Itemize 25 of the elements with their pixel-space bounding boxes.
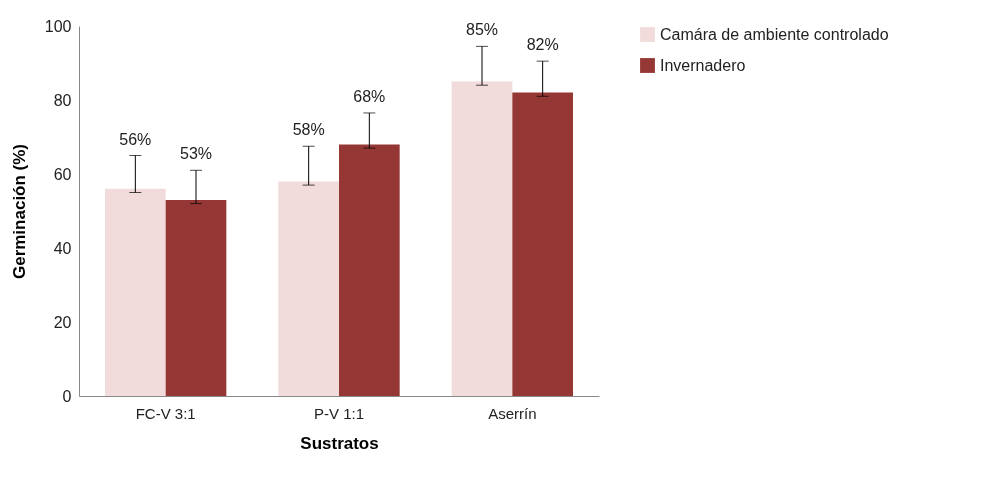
data-label: 58%	[292, 121, 325, 139]
data-label: 56%	[119, 130, 152, 148]
y-tick-label: 20	[53, 313, 72, 331]
data-label: 68%	[353, 87, 386, 105]
x-tick-label: FC-V 3:1	[135, 404, 196, 422]
y-axis-title: Germinación (%)	[9, 143, 29, 280]
bar	[339, 144, 400, 396]
data-label: 53%	[179, 145, 213, 163]
y-tick-label: 80	[53, 91, 72, 109]
x-tick-label: P-V 1:1	[313, 404, 365, 422]
x-tick-label: Aserrín	[488, 404, 537, 422]
y-tick-label: 100	[44, 17, 72, 35]
bar	[278, 181, 339, 396]
bar	[165, 199, 227, 396]
y-tick-label: 40	[53, 239, 72, 257]
data-label: 82%	[526, 36, 559, 54]
legend-label: Camára de ambiente controlado	[660, 25, 889, 43]
x-axis-title: Sustratos	[300, 433, 379, 453]
legend-label: Invernadero	[660, 56, 746, 74]
y-tick-label: 0	[62, 387, 72, 405]
bar	[451, 81, 513, 396]
bar	[512, 92, 573, 396]
data-label: 85%	[465, 21, 499, 39]
y-tick-label: 60	[53, 165, 72, 183]
bar	[105, 188, 166, 396]
